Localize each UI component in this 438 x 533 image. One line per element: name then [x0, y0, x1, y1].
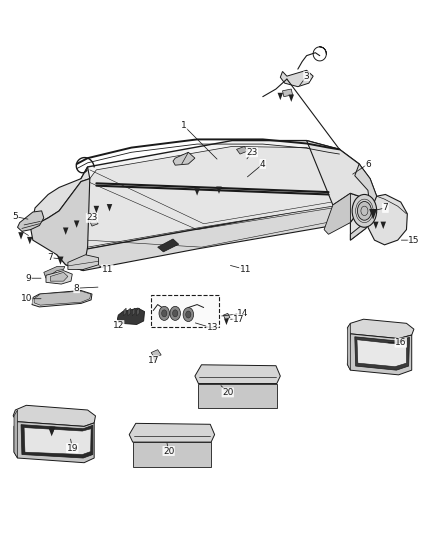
Text: 12: 12 [113, 320, 124, 329]
Polygon shape [133, 442, 211, 467]
Text: 14: 14 [237, 309, 249, 318]
Polygon shape [237, 147, 247, 154]
Text: 20: 20 [163, 447, 174, 456]
Text: 11: 11 [102, 265, 113, 274]
Polygon shape [81, 147, 350, 247]
Polygon shape [14, 422, 94, 463]
Polygon shape [151, 350, 161, 357]
Text: 5: 5 [12, 212, 18, 221]
Circle shape [186, 311, 191, 318]
Text: 17: 17 [148, 356, 159, 365]
Polygon shape [117, 308, 145, 325]
Text: 23: 23 [246, 148, 258, 157]
Polygon shape [350, 164, 377, 240]
Circle shape [183, 308, 194, 321]
Circle shape [159, 306, 170, 320]
Text: 19: 19 [67, 443, 78, 453]
Text: 10: 10 [21, 294, 32, 303]
Polygon shape [59, 141, 366, 249]
Polygon shape [280, 70, 313, 87]
Polygon shape [368, 195, 407, 245]
Text: 17: 17 [233, 314, 244, 324]
Polygon shape [74, 221, 79, 228]
Polygon shape [278, 93, 283, 100]
Polygon shape [18, 232, 24, 239]
Text: 3: 3 [304, 71, 310, 80]
Polygon shape [373, 222, 378, 229]
Polygon shape [44, 266, 65, 278]
Polygon shape [128, 308, 131, 316]
Polygon shape [63, 228, 68, 235]
Polygon shape [223, 313, 230, 320]
Polygon shape [50, 426, 55, 434]
Polygon shape [195, 365, 280, 384]
Text: 15: 15 [408, 236, 420, 245]
Polygon shape [27, 237, 32, 244]
Polygon shape [347, 324, 350, 370]
Polygon shape [324, 193, 350, 235]
Text: 20: 20 [222, 388, 233, 397]
Circle shape [173, 310, 178, 317]
Text: 8: 8 [74, 284, 80, 293]
Circle shape [357, 201, 371, 220]
Polygon shape [90, 219, 98, 226]
Text: 4: 4 [260, 159, 265, 168]
Polygon shape [224, 319, 229, 325]
Polygon shape [158, 239, 179, 252]
Polygon shape [33, 167, 90, 224]
Polygon shape [357, 340, 406, 367]
Polygon shape [68, 255, 99, 269]
Text: 11: 11 [240, 265, 251, 274]
Polygon shape [132, 308, 135, 316]
Polygon shape [307, 141, 377, 240]
Text: 1: 1 [181, 122, 187, 131]
Text: 23: 23 [86, 213, 98, 222]
Polygon shape [46, 271, 72, 284]
Polygon shape [34, 291, 91, 305]
Polygon shape [152, 357, 158, 363]
Polygon shape [124, 308, 126, 316]
Polygon shape [14, 410, 18, 458]
Polygon shape [369, 209, 377, 220]
Polygon shape [194, 188, 200, 196]
Circle shape [170, 306, 180, 320]
Text: 7: 7 [47, 253, 53, 262]
Polygon shape [347, 319, 414, 338]
Polygon shape [57, 193, 359, 271]
Circle shape [352, 195, 377, 227]
Polygon shape [57, 256, 64, 265]
Circle shape [162, 310, 167, 317]
Polygon shape [216, 187, 222, 194]
Polygon shape [13, 405, 95, 426]
Polygon shape [173, 152, 195, 165]
Polygon shape [24, 427, 91, 455]
Polygon shape [289, 94, 294, 102]
Text: 9: 9 [25, 274, 32, 282]
FancyBboxPatch shape [151, 295, 219, 327]
Polygon shape [198, 384, 277, 408]
Polygon shape [107, 204, 112, 212]
Polygon shape [94, 206, 99, 213]
Polygon shape [18, 211, 44, 231]
Text: 16: 16 [395, 338, 406, 347]
Text: 13: 13 [207, 324, 218, 333]
Polygon shape [50, 272, 68, 281]
Text: 6: 6 [365, 159, 371, 168]
Polygon shape [31, 179, 90, 271]
Polygon shape [32, 290, 92, 307]
Polygon shape [137, 308, 139, 316]
Text: 7: 7 [382, 204, 389, 213]
Polygon shape [283, 89, 293, 96]
Polygon shape [49, 428, 55, 437]
Polygon shape [355, 337, 410, 370]
Polygon shape [21, 425, 93, 458]
Polygon shape [347, 334, 412, 375]
Polygon shape [381, 222, 386, 229]
Polygon shape [129, 423, 215, 442]
